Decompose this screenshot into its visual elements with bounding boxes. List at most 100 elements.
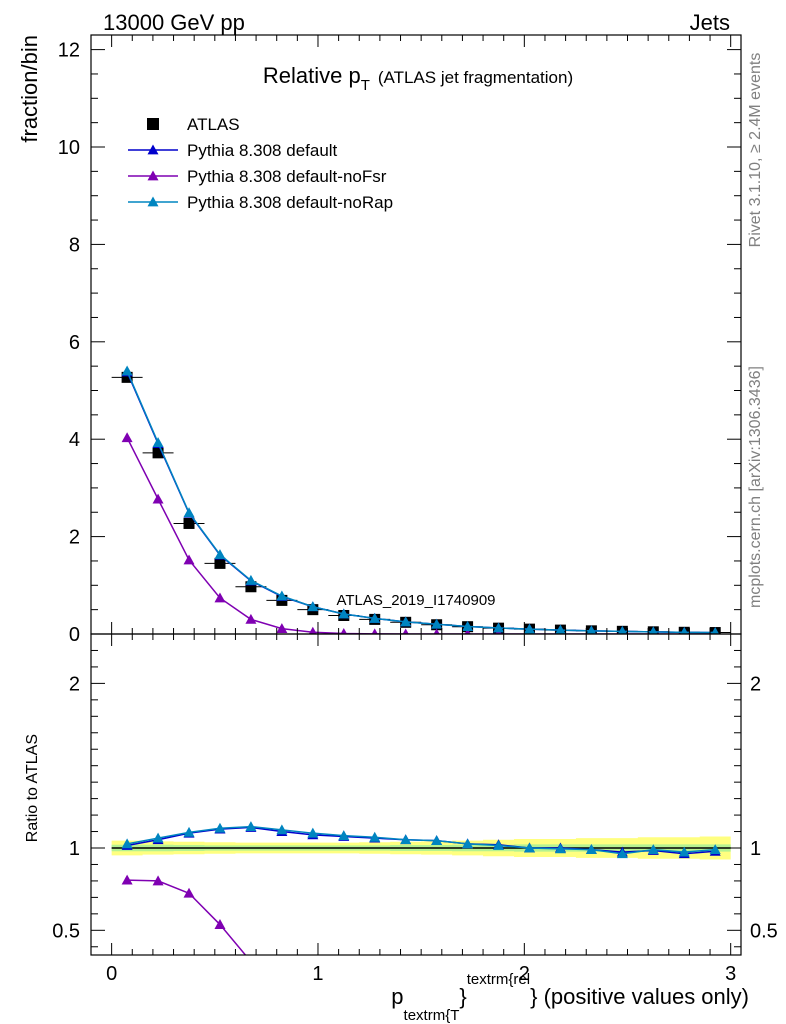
main-plot: 0 2 4 6 8 10 12 — [58, 34, 742, 646]
ratio-plot-frame — [90, 633, 742, 956]
svg-text:ptextrm{T}textrm{rel} (positiv: ptextrm{T}textrm{rel} (positive values o… — [391, 971, 749, 1024]
header-process: 13000 GeV pp — [103, 10, 245, 35]
x-axis-label-sup: textrm{rel — [467, 971, 530, 988]
ratio-series-point — [493, 1007, 504, 1017]
series-point — [617, 625, 627, 634]
series-point — [338, 608, 350, 619]
series-point — [523, 623, 535, 634]
ratio-series-point — [276, 824, 288, 835]
y-tick-label-right: 1 — [750, 838, 761, 860]
ratio-series-point — [369, 831, 381, 842]
ratio-series-point — [616, 848, 628, 859]
y-tick-label-right: 2 — [750, 673, 761, 695]
y-tick-label: 4 — [69, 429, 80, 451]
legend-label: Pythia 8.308 default-noFsr — [187, 167, 387, 186]
ratio-plot: 0.5 0.5 1 1 2 2 0 1 2 3 — [52, 633, 778, 1017]
main-y-axis-label: fraction/bin — [17, 35, 42, 143]
chart-title-sub: T — [361, 77, 370, 94]
legend: ATLAS Pythia 8.308 default Pythia 8.308 de… — [128, 115, 393, 212]
series-point — [464, 628, 471, 634]
x-axis-label-close: } — [459, 984, 466, 1009]
series-point — [586, 625, 597, 634]
ratio-series-point — [585, 844, 597, 855]
series-point — [433, 628, 440, 634]
x-axis-label-main: p — [391, 984, 403, 1009]
x-tick-label: 1 — [312, 963, 323, 985]
ratio-series-point — [338, 830, 350, 841]
ratio-series-point — [647, 844, 659, 855]
legend-item: Pythia 8.308 default-noRap — [128, 193, 393, 212]
series-point — [152, 437, 164, 448]
series-point — [245, 613, 257, 624]
y-tick-label: 10 — [58, 137, 80, 159]
ratio-series-point — [678, 846, 690, 857]
series-point — [462, 621, 474, 631]
ratio-series-point — [523, 842, 535, 853]
y-tick-label: 12 — [58, 40, 80, 62]
legend-item: Pythia 8.308 default — [128, 141, 338, 160]
series-point — [214, 549, 226, 560]
series-point — [680, 626, 689, 634]
ratio-series-point — [400, 834, 412, 845]
series-point — [431, 618, 443, 629]
ratio-y-axis-label: Ratio to ATLAS — [24, 734, 41, 842]
atlas-data-point — [152, 447, 164, 459]
series-point — [340, 628, 348, 634]
legend-item: Pythia 8.308 default-noFsr — [128, 167, 387, 186]
atlas-data-point — [245, 581, 257, 593]
ratio-series-point — [307, 996, 318, 1006]
series-point — [493, 622, 505, 633]
series-point — [276, 623, 288, 634]
ratio-series-point — [431, 835, 443, 845]
y-tick-label: 0.5 — [52, 920, 80, 942]
chart-title-main: Relative p — [263, 63, 361, 88]
series-point — [152, 493, 164, 504]
series-point — [649, 626, 658, 634]
x-tick-label: 3 — [725, 963, 736, 985]
mcplots-source-label: mcplots.cern.ch [arXiv:1306.3436] — [747, 366, 764, 608]
ratio-series-point — [183, 826, 195, 837]
series-point — [121, 365, 133, 376]
series-point — [371, 628, 378, 634]
ratio-series-point — [183, 887, 195, 898]
y-tick-label: 0 — [69, 624, 80, 646]
analysis-watermark: ATLAS_2019_I1740909 — [336, 592, 495, 609]
x-axis-label-sub: textrm{T — [404, 1007, 460, 1024]
atlas-data-point — [183, 517, 195, 529]
ratio-series-point — [709, 844, 721, 855]
ratio-series-line — [126, 825, 716, 855]
y-tick-label: 2 — [69, 527, 80, 549]
series-point — [214, 592, 226, 603]
ratio-series-point — [245, 956, 256, 966]
ratio-series-point — [338, 1002, 349, 1012]
series-point — [711, 627, 720, 634]
ratio-series-point — [554, 843, 566, 854]
rivet-version-label: Rivet 3.1.10, ≥ 2.4M events — [747, 53, 764, 248]
series-point — [183, 507, 195, 518]
series-point — [308, 626, 317, 634]
chart-title-note: (ATLAS jet fragmentation) — [378, 68, 573, 87]
ratio-series-point — [462, 838, 474, 849]
svg-text:Relative pT(ATLAS jet fragment: Relative pT (ATLAS jet fragmentation) — [263, 63, 573, 94]
legend-label: Pythia 8.308 default-noRap — [187, 193, 393, 212]
y-tick-label: 1 — [69, 838, 80, 860]
series-point — [183, 554, 195, 565]
ratio-series-point — [152, 832, 164, 843]
x-tick-label: 2 — [519, 963, 530, 985]
header-observable: Jets — [690, 10, 730, 35]
series-point — [402, 628, 409, 634]
ratio-series-point — [276, 981, 287, 991]
legend-marker-triangle — [147, 170, 159, 181]
ratio-series-point — [493, 840, 505, 850]
atlas-data-point — [121, 371, 133, 383]
atlas-data-point — [214, 557, 226, 569]
x-axis-label: ptextrm{T}textrm{rel} (positive values o… — [391, 971, 749, 1024]
ratio-series-point — [369, 1005, 380, 1015]
ratio-series-point — [121, 874, 133, 885]
legend-item: ATLAS — [147, 115, 240, 134]
ratio-series-line — [127, 879, 247, 955]
x-axis-label-tail: } (positive values only) — [530, 984, 749, 1009]
y-tick-label: 6 — [69, 332, 80, 354]
y-tick-label: 8 — [69, 234, 80, 256]
